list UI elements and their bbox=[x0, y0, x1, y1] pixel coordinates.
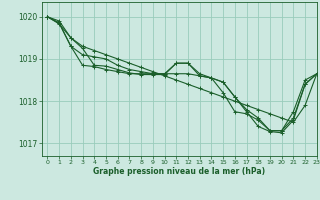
X-axis label: Graphe pression niveau de la mer (hPa): Graphe pression niveau de la mer (hPa) bbox=[93, 167, 265, 176]
